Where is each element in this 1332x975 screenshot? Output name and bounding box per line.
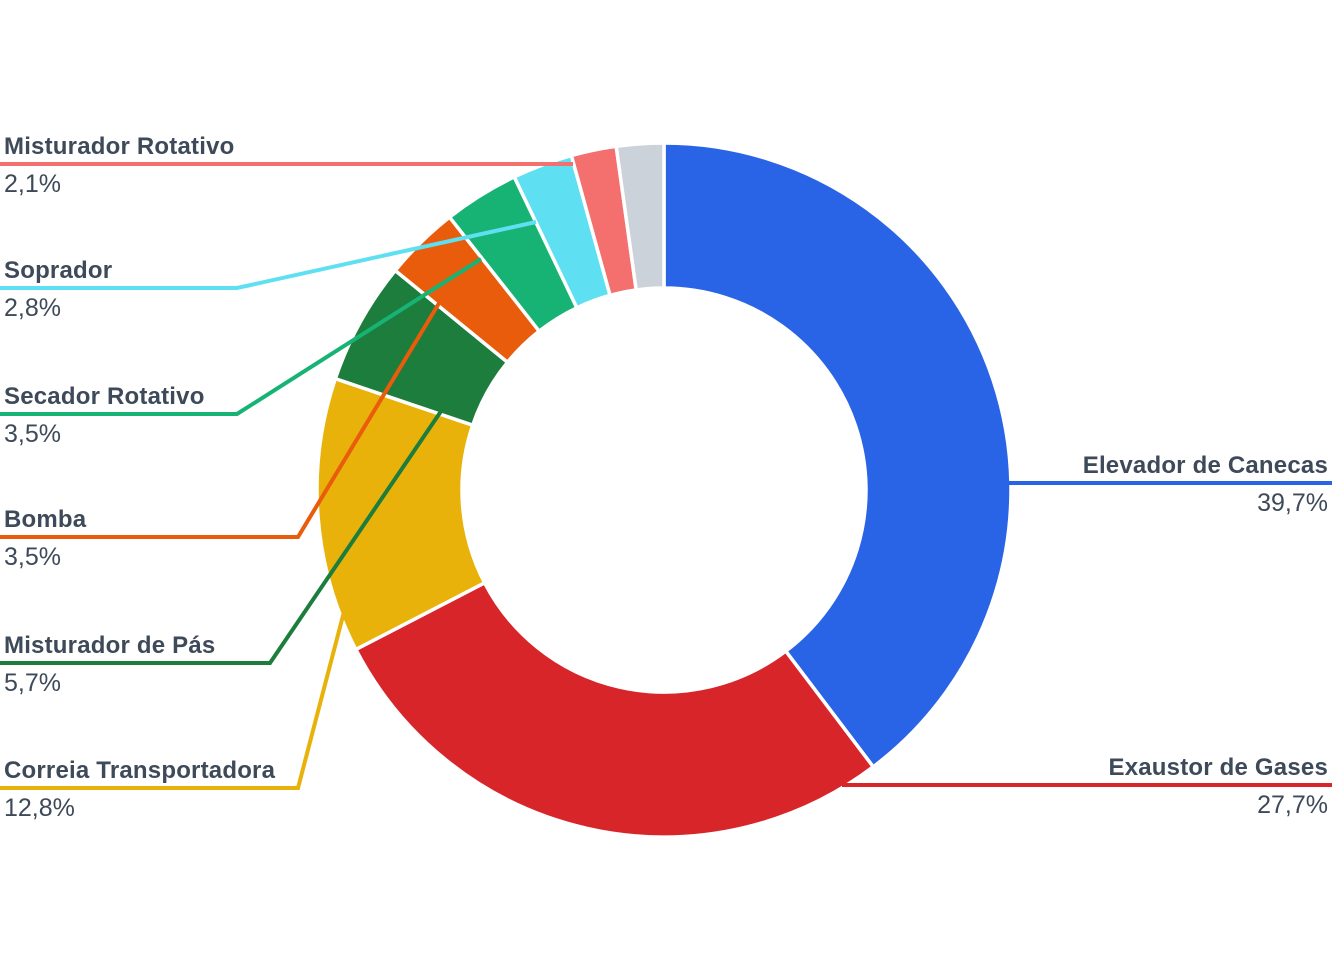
slice-label-secador-rotativo: Secador Rotativo 3,5% bbox=[4, 380, 205, 447]
slice-label-value: 27,7% bbox=[1257, 791, 1328, 819]
slice-label-name: Soprador bbox=[4, 257, 113, 284]
slice-label-name: Elevador de Canecas bbox=[1082, 452, 1328, 479]
slice-label-value: 5,7% bbox=[4, 669, 61, 697]
leader-line-correia-transportadora bbox=[0, 607, 347, 790]
slice-label-name: Secador Rotativo bbox=[4, 383, 205, 410]
leader-line-misturador-de-pas bbox=[0, 396, 452, 665]
leader-line-bomba bbox=[0, 283, 452, 539]
slice-label-elevador-de-canecas: Elevador de Canecas 39,7% bbox=[1083, 449, 1328, 516]
slice-label-name: Misturador de Pás bbox=[4, 632, 216, 659]
slice-label-name: Exaustor de Gases bbox=[1108, 754, 1328, 781]
slice-label-value: 12,8% bbox=[4, 794, 75, 822]
slice-label-value: 2,1% bbox=[4, 170, 61, 198]
slice-label-value: 39,7% bbox=[1257, 489, 1328, 517]
slice-label-value: 3,5% bbox=[4, 420, 61, 448]
slice-label-name: Correia Transportadora bbox=[4, 757, 276, 784]
slice-exaustor-de-gases bbox=[354, 581, 875, 839]
slice-label-soprador: Soprador 2,8% bbox=[4, 254, 112, 321]
slice-label-bomba: Bomba 3,5% bbox=[4, 503, 86, 570]
slice-label-correia-transportadora: Correia Transportadora 12,8% bbox=[4, 754, 275, 821]
leader-line-secador-rotativo bbox=[0, 257, 483, 416]
slice-label-misturador-de-pas: Misturador de Pás 5,7% bbox=[4, 629, 215, 696]
slice-label-value: 3,5% bbox=[4, 543, 61, 571]
slice-label-exaustor-de-gases: Exaustor de Gases 27,7% bbox=[1108, 751, 1328, 818]
slice-label-misturador-rotativo: Misturador Rotativo 2,1% bbox=[4, 130, 234, 197]
slice-label-name: Bomba bbox=[4, 506, 87, 533]
slice-other bbox=[614, 141, 666, 292]
slice-elevador-de-canecas bbox=[662, 141, 1013, 769]
slice-label-value: 2,8% bbox=[4, 294, 61, 322]
leader-line-soprador bbox=[0, 220, 537, 290]
slice-label-name: Misturador Rotativo bbox=[4, 133, 235, 160]
